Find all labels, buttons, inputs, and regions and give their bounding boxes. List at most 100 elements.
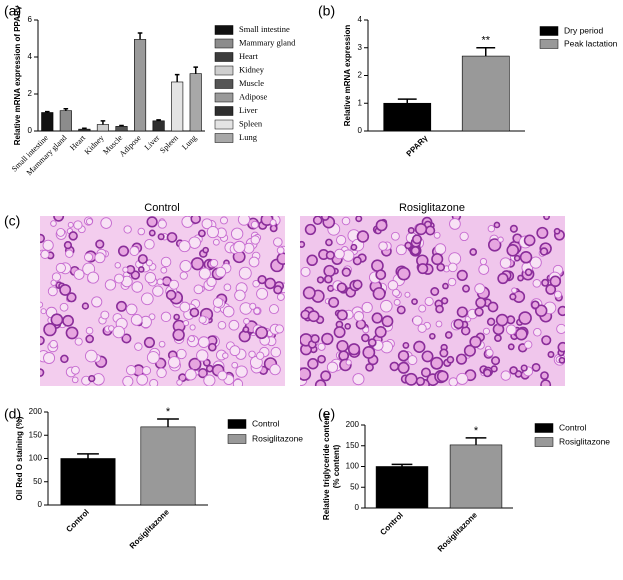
cell [396,266,411,281]
cell [320,370,332,382]
cell [201,218,213,230]
cell [91,296,103,308]
cell [274,324,284,334]
cell [487,225,496,233]
y-tick-label: 50 [350,482,359,491]
cell [144,238,155,250]
cell [456,372,469,385]
cell [95,239,105,249]
cell [389,361,400,372]
cell [233,240,246,254]
cell [310,334,320,344]
cell [136,373,149,386]
cell [256,287,269,300]
cell [334,248,345,260]
cell [67,221,74,228]
cell [42,239,54,251]
cell [547,351,555,358]
cell [317,354,326,364]
cell [557,341,565,353]
cell [165,289,177,301]
cell [228,319,240,331]
cell [395,244,407,256]
cell [85,334,94,344]
error-bar [476,47,496,57]
cell [381,315,394,328]
cell [387,280,399,291]
cell [515,327,528,341]
legend-label: Mammary gland [239,37,296,47]
cell [222,305,235,318]
significance: * [474,425,479,437]
cell [158,340,166,348]
legend-label: Muscle [239,78,264,88]
cell [505,324,517,336]
cell [116,300,127,312]
cell [482,327,490,335]
bar [383,102,432,132]
cell [168,279,179,290]
cell [404,291,411,298]
cell [549,275,562,288]
legend-swatch [539,39,559,49]
cell [230,227,244,240]
cell [237,216,251,226]
cell [499,257,512,269]
cell [479,257,488,266]
cell [193,284,204,295]
cell [40,335,45,346]
cell [273,285,283,295]
bar [134,39,147,132]
cell [66,292,77,303]
cell [229,345,241,357]
cell [130,314,143,326]
y-tick-label: 2 [28,89,33,98]
cell [141,366,152,376]
cell [270,346,282,358]
image-caption: Control [144,202,179,214]
panel-label: (a) [4,3,21,19]
cell [160,266,168,274]
bar [115,126,128,132]
y-axis-label: Relative mRNA expression [343,25,352,127]
legend-label: Heart [239,51,259,61]
cell [336,235,347,246]
cell [333,326,346,339]
legend-swatch [214,133,234,143]
cell [232,378,244,386]
error-bar [82,127,87,130]
cell [429,332,436,340]
cell [413,340,426,353]
cell [137,266,145,273]
cell [425,225,436,236]
cell [435,304,444,314]
cell [276,252,285,265]
cell [88,374,96,383]
cell [268,304,279,315]
cell [114,262,121,269]
cell [43,352,56,365]
cell [173,313,180,321]
cell [326,361,339,373]
cell [554,290,562,299]
cell [212,297,224,308]
cell [353,311,365,322]
cell [520,364,528,372]
bar [152,120,165,132]
cell [362,346,376,359]
cell [168,356,181,369]
cell [56,227,66,237]
x-axis-label: PPARγ [405,133,430,158]
cell [85,349,98,363]
y-tick-label: 3 [358,43,363,52]
x-tick-label: Control [64,508,90,534]
cell [431,253,444,266]
x-tick-label: Adipose [118,133,144,159]
cell [444,331,453,339]
bar [41,112,54,132]
cell [402,341,410,349]
cell [100,217,112,229]
cell [256,351,265,360]
cell [352,279,363,290]
cell [469,248,478,256]
